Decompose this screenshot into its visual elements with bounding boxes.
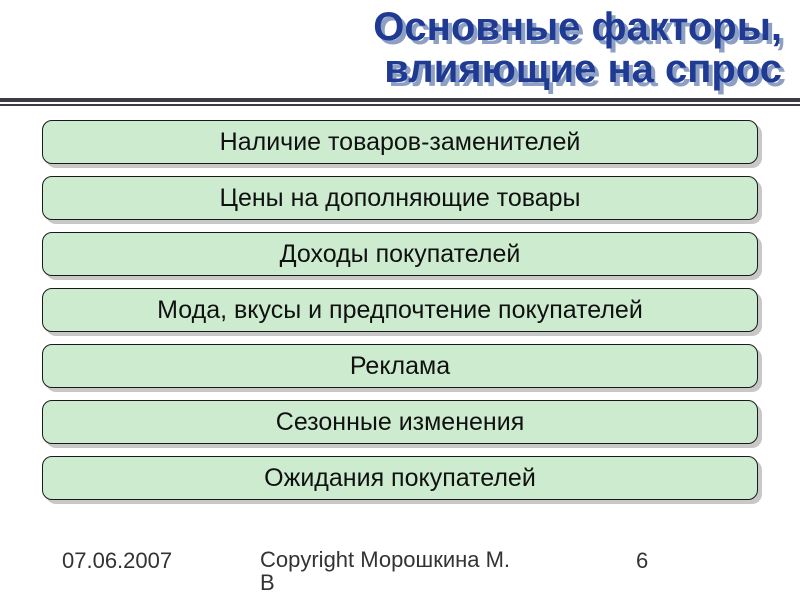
slide: Основные факторы, влияющие на спрос Осно…	[0, 0, 800, 600]
footer-copyright: Copyright Морошкина М. В	[260, 548, 620, 594]
list-item: Цены на дополняющие товары	[42, 176, 758, 220]
list-item: Мода, вкусы и предпочтение покупателей	[42, 288, 758, 332]
factor-box: Реклама	[42, 344, 758, 388]
list-item: Сезонные изменения	[42, 400, 758, 444]
factor-box: Ожидания покупателей	[42, 456, 758, 500]
divider-thick	[0, 98, 800, 102]
copyright-line1: Copyright Морошкина М.	[260, 547, 510, 572]
copyright-line2: В	[260, 570, 275, 595]
list-item: Реклама	[42, 344, 758, 388]
title-block: Основные факторы, влияющие на спрос Осно…	[0, 0, 800, 90]
list-item: Доходы покупателей	[42, 232, 758, 276]
factor-box: Наличие товаров-заменителей	[42, 120, 758, 164]
factor-box: Доходы покупателей	[42, 232, 758, 276]
slide-title: Основные факторы, влияющие на спрос	[0, 6, 782, 90]
factor-list: Наличие товаров-заменителей Цены на допо…	[0, 120, 800, 500]
factor-box: Цены на дополняющие товары	[42, 176, 758, 220]
factor-box: Мода, вкусы и предпочтение покупателей	[42, 288, 758, 332]
divider-thin	[0, 104, 800, 106]
list-item: Наличие товаров-заменителей	[42, 120, 758, 164]
footer: 07.06.2007 Copyright Морошкина М. В 6	[0, 548, 800, 594]
footer-page-number: 6	[620, 548, 800, 594]
list-item: Ожидания покупателей	[42, 456, 758, 500]
footer-date: 07.06.2007	[0, 548, 260, 594]
factor-box: Сезонные изменения	[42, 400, 758, 444]
